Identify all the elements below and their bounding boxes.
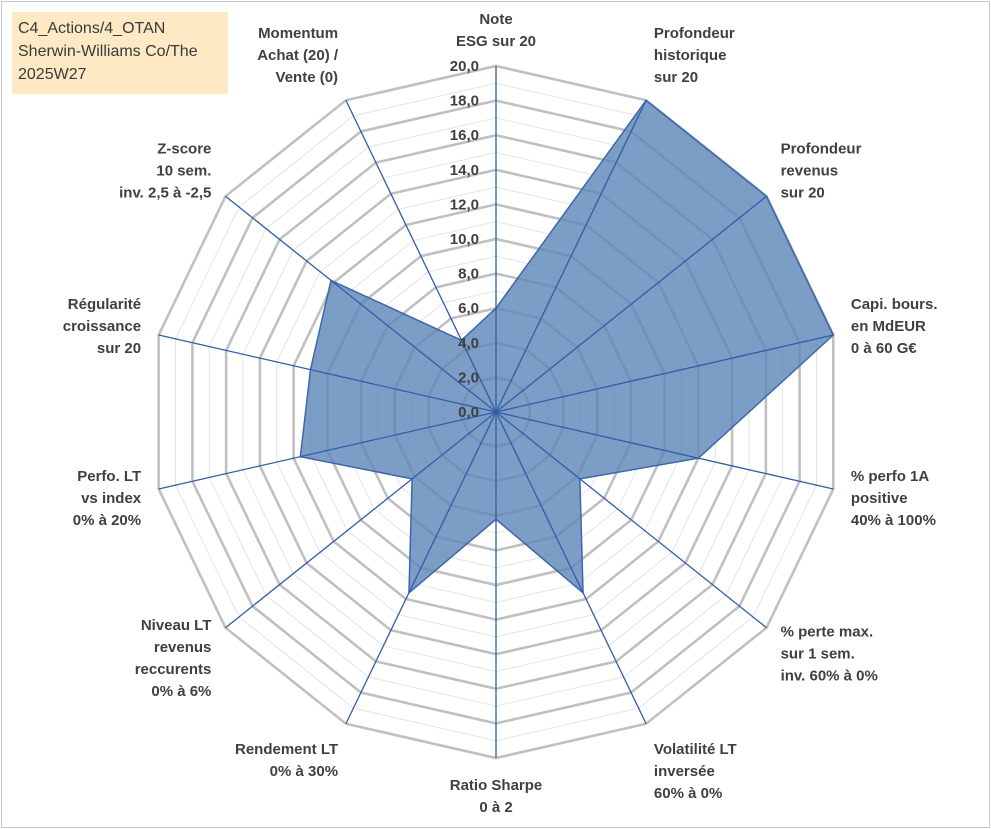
axis-spoke: [495, 411, 834, 490]
axis-label-line: % perte max.: [781, 623, 874, 640]
axis-spoke: [345, 411, 497, 725]
axis-label-line: 60% à 0%: [654, 785, 722, 802]
axis-spoke: [495, 99, 647, 413]
axis-label-line: revenus: [154, 639, 212, 656]
axis-label: Ratio Sharpe 0 à 2: [450, 777, 543, 816]
axis-label-line: vs index: [81, 490, 142, 507]
axis-label-line: 0% à 20%: [73, 512, 141, 529]
axis-label-line: reccurents: [135, 661, 212, 678]
axis-label-line: Profondeur: [781, 141, 862, 158]
tick-label: 10,0: [450, 231, 479, 248]
tick-label: 16,0: [450, 127, 479, 144]
axis-label: % perfo 1A positive 40% à 100%: [851, 468, 936, 529]
axis-label-line: Z-score: [157, 141, 211, 158]
axis-label-line: % perfo 1A: [851, 468, 930, 485]
axis-label: Capi. bours. en MdEUR 0 à 60 G€: [851, 296, 938, 357]
axis-label-line: Momentum: [258, 25, 338, 42]
axis-label-line: Profondeur: [654, 25, 735, 42]
tick-label: 12,0: [450, 196, 479, 213]
axis-spoke: [495, 195, 767, 413]
axis-label: Niveau LT revenus reccurents 0% à 6%: [135, 617, 212, 700]
axis-label: Profondeur revenus sur 20: [781, 141, 862, 202]
tick-label: 14,0: [450, 162, 479, 179]
axis-label: Régularité croissance sur 20: [63, 296, 141, 357]
axis-label-line: 0 à 2: [479, 799, 512, 816]
axis-label-line: inv. 2,5 à -2,5: [119, 185, 211, 202]
axis-label: Z-score 10 sem. inv. 2,5 à -2,5: [119, 141, 211, 202]
axis-label-line: historique: [654, 47, 727, 64]
spoke-layer: [158, 66, 834, 758]
axis-spoke: [225, 195, 497, 413]
tick-label: 8,0: [458, 266, 479, 283]
axis-labels: Note ESG sur 20 Profondeur historique sur 20…: [63, 11, 938, 816]
tick-label: 6,0: [458, 300, 479, 317]
axis-label-line: 0 à 60 G€: [851, 340, 918, 357]
axis-label-line: Perfo. LT: [77, 468, 141, 485]
axis-label-line: revenus: [781, 163, 839, 180]
axis-label-line: 40% à 100%: [851, 512, 936, 529]
axis-label-line: Niveau LT: [141, 617, 212, 634]
axis-label-line: Ratio Sharpe: [450, 777, 543, 794]
axis-label-line: croissance: [63, 318, 141, 335]
axis-label-line: Volatilité LT: [654, 741, 737, 758]
axis-label-line: Capi. bours.: [851, 296, 938, 313]
series-area: [299, 99, 835, 595]
axis-label-line: Note: [479, 11, 512, 28]
axis-label-line: Rendement LT: [235, 741, 338, 758]
axis-label: % perte max. sur 1 sem. inv. 60% à 0%: [781, 623, 878, 684]
axis-spoke: [495, 411, 647, 725]
axis-spoke: [495, 334, 834, 413]
axis-label-line: 10 sem.: [156, 163, 211, 180]
tick-label: 18,0: [450, 93, 479, 110]
axis-label-line: sur 20: [654, 69, 698, 86]
axis-label: Perfo. LT vs index 0% à 20%: [73, 468, 142, 529]
tick-label: 2,0: [458, 369, 479, 386]
axis-spoke: [158, 411, 497, 490]
axis-label-line: sur 20: [781, 185, 825, 202]
axis-label-line: ESG sur 20: [456, 33, 536, 50]
axis-label-line: en MdEUR: [851, 318, 926, 335]
axis-label-line: Régularité: [68, 296, 141, 313]
axis-label: Volatilité LT inversée 60% à 0%: [654, 741, 737, 802]
title-line-2: Sherwin-Williams Co/The: [18, 43, 198, 60]
axis-spoke: [225, 411, 497, 629]
axis-label: Profondeur historique sur 20: [654, 25, 735, 86]
axis-label: Note ESG sur 20: [456, 11, 536, 50]
tick-labels: 0,0 2,0 4,0 6,0 8,0 10,0 12,0 14,0 16,0 18,0 20,0: [450, 58, 479, 421]
axis-label-line: Achat (20) /: [257, 47, 339, 64]
axis-label-line: Vente (0): [276, 69, 339, 86]
axis-label-line: sur 20: [97, 340, 141, 357]
series-layer: [299, 99, 835, 595]
axis-label-line: inversée: [654, 763, 715, 780]
axis-label-line: sur 1 sem.: [781, 645, 855, 662]
axis-label: Momentum Achat (20) / Vente (0): [257, 25, 339, 86]
axis-label-line: 0% à 30%: [270, 763, 338, 780]
axis-label-line: positive: [851, 490, 908, 507]
chart-title-box: C4_Actions/4_OTAN Sherwin-Williams Co/Th…: [12, 12, 228, 94]
title-line-3: 2025W27: [18, 66, 87, 83]
axis-spoke: [495, 411, 767, 629]
tick-label: 4,0: [458, 335, 479, 352]
tick-label: 0,0: [458, 404, 479, 421]
axis-label-line: inv. 60% à 0%: [781, 667, 878, 684]
tick-label: 20,0: [450, 58, 479, 75]
axis-spoke: [158, 334, 497, 413]
axis-spoke: [345, 99, 497, 413]
axis-label: Rendement LT 0% à 30%: [235, 741, 338, 780]
axis-label-line: 0% à 6%: [151, 683, 211, 700]
title-line-1: C4_Actions/4_OTAN: [18, 20, 166, 37]
